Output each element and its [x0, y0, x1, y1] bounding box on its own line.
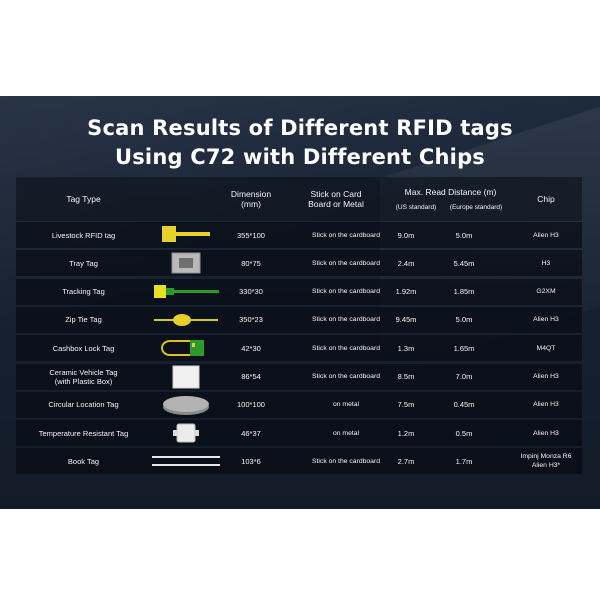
tag-type-cell: Zip Tie Tag: [65, 315, 102, 325]
dimension-cell: 330*30: [239, 287, 263, 297]
chip-cell: Alien H3: [533, 429, 559, 437]
table-row: Temperature Resistant Tag 46*37 on metal 1.…: [16, 420, 582, 447]
eu-distance-cell: 1.85m: [453, 287, 475, 297]
dimension-cell: 355*100: [237, 230, 265, 240]
header-chip: Chip: [537, 194, 555, 204]
tag-type-cell: Tracking Tag: [62, 287, 105, 297]
dimension-cell: 103*6: [241, 456, 261, 466]
eu-distance-cell: 5.0m: [455, 230, 473, 240]
ceramic-vehicle-tag-icon: [146, 364, 226, 390]
us-distance-cell: 1.92m: [395, 287, 417, 297]
dimension-cell: 46*37: [241, 428, 261, 438]
stick-cell: on metal: [332, 429, 360, 437]
header-us-standard: (US standard): [395, 204, 437, 211]
cashbox-lock-tag-icon: [146, 335, 226, 361]
page-title-line-2: Using C72 with Different Chips: [114, 145, 486, 169]
stick-cell: Stick on the cardboard: [311, 344, 380, 352]
stick-cell: Stick on the cardboard: [311, 259, 380, 267]
chip-cell: G2XM: [536, 288, 556, 296]
chip-cell: H3: [541, 259, 551, 267]
table-row: Circular Location Tag 100*100 on metal 7.5m…: [16, 391, 582, 418]
table-row: Book Tag 103*6 Stick on the cardboard 2.7m 1…: [16, 448, 582, 475]
header-max-read: Max. Read Distance (m): [404, 187, 497, 197]
table-row: Ceramic Vehicle Tag (with Plastic Box) 86…: [16, 363, 582, 390]
stick-cell: Stick on the cardboard: [311, 316, 380, 324]
stick-cell: Stick on the cardboard: [311, 457, 380, 465]
table-row: Tray Tag 80*75 Stick on the cardboard 2.4m 5…: [16, 250, 582, 277]
temperature-resistant-tag-icon: [146, 420, 226, 446]
header-dimension: Dimension (mm): [230, 189, 272, 209]
table-row: Livestock RFID tag 355*100 Stick on the ca…: [16, 222, 582, 248]
stick-cell: Stick on the cardboard: [311, 231, 380, 239]
circular-location-tag-icon: [146, 392, 226, 418]
header-tag-type: Tag Type: [66, 194, 101, 204]
us-distance-cell: 7.5m: [397, 400, 415, 410]
table-row: Zip Tie Tag 350*23 Stick on the cardboard 9…: [16, 306, 582, 333]
dimension-cell: 80*75: [241, 258, 261, 268]
tag-type-cell: Livestock RFID tag: [51, 230, 116, 240]
eu-distance-cell: 1.7m: [455, 456, 473, 466]
chip-cell: Alien H3: [533, 401, 559, 409]
us-distance-cell: 8.5m: [397, 372, 415, 381]
chip-cell: Impinj Monza R6 Alien H3*: [520, 453, 572, 470]
tag-type-cell: Tray Tag: [69, 258, 98, 268]
stick-cell: Stick on the cardboard: [311, 288, 380, 296]
dimension-cell: 86*54: [241, 372, 261, 381]
stick-cell: Stick on the cardboard: [311, 373, 380, 380]
tag-type-cell: Ceramic Vehicle Tag (with Plastic Box): [49, 367, 118, 386]
page-title-line-1: Scan Results of Different RFID tags: [87, 116, 513, 140]
tag-type-cell: Book Tag: [67, 456, 100, 466]
table-header: Tag Type Dimension (mm) Stick on Card Bo…: [16, 177, 582, 221]
dimension-cell: 100*100: [237, 400, 265, 410]
chip-cell: Alien H3: [533, 231, 559, 239]
us-distance-cell: 1.3m: [397, 343, 415, 353]
eu-distance-cell: 1.65m: [453, 343, 475, 353]
chip-cell: M4QT: [536, 344, 556, 352]
us-distance-cell: 1.2m: [397, 428, 415, 438]
table-row: Cashbox Lock Tag 42*30 Stick on the cardbo…: [16, 335, 582, 362]
us-distance-cell: 9.45m: [395, 315, 417, 325]
tray-tag-icon: [146, 250, 226, 276]
zip-tie-tag-icon: [146, 307, 226, 333]
header-eu-standard: (Europe standard): [449, 204, 503, 211]
header-stick: Stick on Card Board or Metal: [308, 189, 364, 209]
tag-type-cell: Temperature Resistant Tag: [38, 428, 129, 438]
us-distance-cell: 2.7m: [397, 456, 415, 466]
book-tag-icon: [146, 448, 226, 474]
dimension-cell: 42*30: [241, 343, 261, 353]
tag-type-cell: Cashbox Lock Tag: [52, 343, 115, 353]
stick-cell: on metal: [332, 401, 360, 409]
livestock-tag-icon: [146, 222, 226, 248]
chip-cell: Alien H3: [533, 316, 559, 324]
eu-distance-cell: 5.45m: [453, 258, 475, 268]
eu-distance-cell: 0.5m: [455, 428, 473, 438]
table-row: Tracking Tag 330*30 Stick on the cardboard…: [16, 278, 582, 305]
dimension-cell: 350*23: [239, 315, 263, 325]
chip-cell: Alien H3: [533, 373, 559, 380]
us-distance-cell: 2.4m: [397, 258, 415, 268]
eu-distance-cell: 7.0m: [455, 372, 473, 381]
eu-distance-cell: 5.0m: [455, 315, 473, 325]
tracking-tag-icon: [146, 279, 226, 305]
us-distance-cell: 9.0m: [397, 230, 415, 240]
tag-type-cell: Circular Location Tag: [48, 400, 119, 410]
eu-distance-cell: 0.45m: [453, 400, 475, 410]
